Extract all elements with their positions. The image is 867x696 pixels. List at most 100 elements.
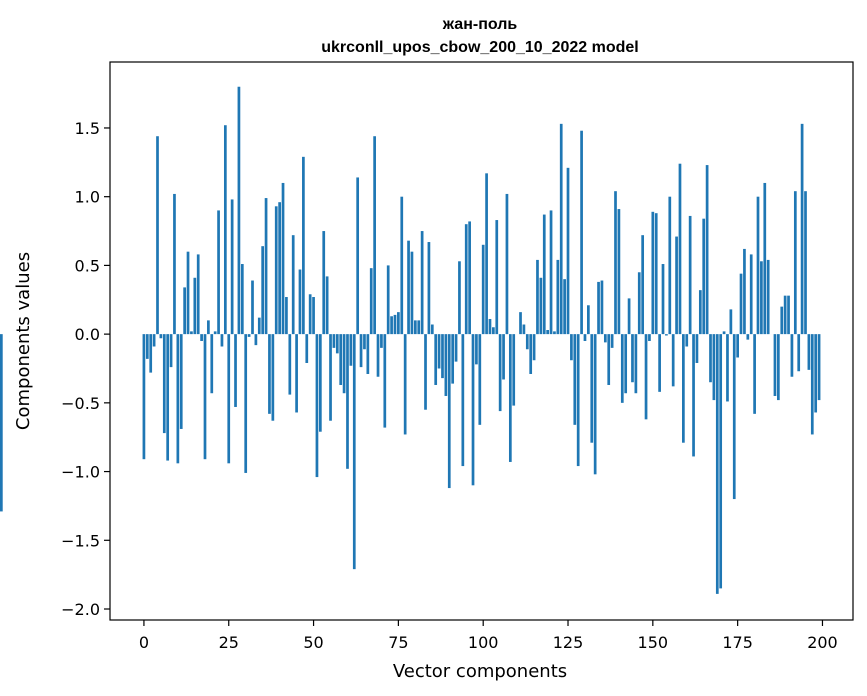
bar	[559, 123, 563, 335]
bar	[590, 334, 594, 443]
bar	[607, 334, 611, 385]
bar	[654, 213, 658, 335]
bar	[376, 334, 380, 377]
bar	[807, 334, 811, 370]
bar	[746, 334, 750, 340]
bar	[173, 193, 176, 335]
bar	[617, 209, 621, 335]
bar	[315, 334, 319, 478]
bar	[627, 298, 631, 335]
bar	[0, 334, 3, 512]
bar	[444, 334, 448, 396]
bar	[410, 251, 414, 335]
bar	[312, 297, 315, 335]
bar	[495, 220, 499, 335]
bar	[359, 334, 363, 368]
x-tick-label: 0	[139, 633, 149, 652]
bar	[505, 193, 509, 335]
bar	[149, 334, 153, 373]
bar	[281, 182, 285, 335]
bar	[631, 334, 634, 383]
bar	[722, 331, 726, 335]
x-tick-label: 200	[807, 633, 838, 652]
bar	[814, 334, 818, 413]
bar	[597, 281, 600, 335]
bar	[709, 334, 712, 383]
bar	[393, 314, 397, 335]
bar	[760, 261, 763, 335]
x-tick-label: 100	[468, 633, 499, 652]
bar	[346, 334, 349, 469]
bar	[671, 334, 675, 387]
bar	[563, 279, 566, 335]
bar	[678, 163, 682, 335]
plot-frame	[109, 61, 854, 621]
bar	[322, 231, 326, 335]
bar	[732, 334, 736, 500]
bar	[261, 246, 265, 335]
bar	[169, 334, 173, 368]
bar	[536, 259, 539, 335]
bar	[682, 334, 685, 443]
bar	[726, 334, 729, 402]
bar	[308, 294, 312, 335]
bar	[698, 290, 702, 335]
bar	[390, 316, 393, 335]
bar	[665, 334, 668, 336]
bar	[777, 334, 780, 401]
bar	[790, 334, 794, 377]
bar	[203, 334, 207, 460]
bar	[156, 136, 159, 335]
bar	[508, 334, 512, 462]
bar	[407, 240, 410, 335]
bar	[512, 334, 516, 406]
bar	[780, 306, 784, 335]
bar	[183, 287, 186, 335]
bar	[207, 320, 210, 335]
bar	[210, 334, 214, 394]
bar	[247, 334, 251, 337]
chart-title-line1: жан-поль	[442, 16, 518, 33]
bar	[217, 210, 220, 335]
bar	[519, 312, 522, 335]
bar	[291, 235, 295, 335]
bar	[339, 334, 343, 385]
bar	[285, 297, 288, 335]
y-tick-label: −1.0	[61, 463, 100, 482]
bar	[400, 196, 404, 335]
bar	[142, 334, 146, 460]
bar	[441, 334, 444, 379]
bar	[179, 334, 183, 429]
x-tick-label: 75	[388, 633, 408, 652]
bar	[661, 264, 665, 335]
bar	[386, 265, 390, 335]
bar	[227, 334, 231, 464]
bar	[251, 280, 254, 335]
bar	[420, 231, 424, 335]
bar	[159, 334, 163, 339]
x-tick-label: 150	[638, 633, 669, 652]
bar	[257, 317, 261, 335]
bar	[556, 259, 560, 335]
bar	[603, 334, 607, 343]
x-tick-label: 125	[553, 633, 584, 652]
bar	[705, 165, 709, 335]
bar	[529, 334, 533, 374]
bar	[570, 334, 573, 361]
bar	[546, 330, 550, 335]
y-tick-label: −1.5	[61, 531, 100, 550]
bar	[485, 173, 488, 335]
bar	[244, 334, 248, 473]
bar	[413, 320, 417, 335]
bar	[804, 191, 807, 335]
bar	[468, 221, 471, 335]
bar	[553, 331, 556, 335]
y-tick-label: 1.0	[75, 188, 100, 207]
bar	[454, 334, 458, 362]
bar	[593, 334, 597, 475]
bar	[264, 198, 268, 335]
bar	[332, 334, 336, 348]
bar	[583, 334, 587, 341]
bar	[403, 334, 407, 435]
bar	[342, 334, 346, 394]
